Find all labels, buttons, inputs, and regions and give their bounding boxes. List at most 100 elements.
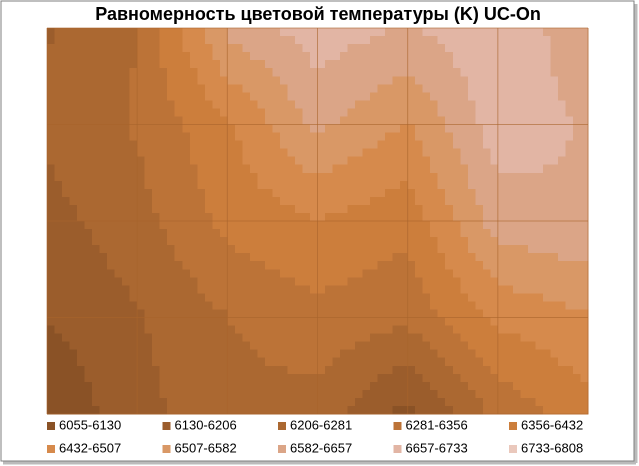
contour-cell: [527, 261, 537, 270]
contour-cell: [302, 180, 311, 190]
contour-cell: [84, 132, 93, 142]
contour-cell: [272, 221, 281, 230]
contour-cell: [400, 68, 409, 77]
contour-cell: [580, 92, 589, 101]
contour-cell: [47, 116, 56, 126]
contour-cell: [77, 60, 86, 69]
contour-cell: [189, 204, 198, 214]
contour-cell: [430, 204, 439, 214]
contour-cell: [302, 196, 311, 206]
contour-cell: [302, 285, 311, 294]
contour-cell: [219, 261, 228, 270]
contour-cell: [189, 68, 198, 77]
contour-cell: [107, 180, 116, 190]
contour-cell: [122, 229, 131, 238]
contour-cell: [84, 68, 93, 77]
contour-cell: [497, 164, 506, 174]
contour-cell: [114, 381, 123, 391]
contour-cell: [174, 405, 183, 415]
contour-cell: [167, 341, 176, 351]
contour-cell: [512, 204, 521, 214]
contour-cell: [572, 365, 582, 375]
contour-cell: [325, 309, 334, 319]
contour-cell: [542, 92, 552, 101]
contour-cell: [332, 357, 341, 367]
contour-cell: [520, 36, 529, 45]
contour-cell: [572, 172, 582, 182]
contour-cell: [182, 285, 191, 294]
contour-cell: [527, 301, 537, 311]
contour-cell: [505, 365, 514, 375]
contour-cell: [182, 132, 191, 142]
contour-cell: [535, 277, 544, 286]
contour-cell: [99, 84, 108, 93]
contour-cell: [69, 261, 78, 270]
contour-cell: [62, 277, 71, 286]
contour-cell: [497, 76, 506, 85]
contour-cell: [572, 68, 582, 77]
contour-cell: [332, 325, 341, 335]
contour-cell: [362, 172, 371, 182]
contour-cell: [392, 293, 401, 303]
contour-cell: [144, 365, 153, 375]
contour-cell: [317, 229, 326, 238]
contour-cell: [249, 84, 258, 93]
contour-cell: [377, 253, 386, 262]
contour-cell: [565, 309, 574, 319]
contour-cell: [167, 309, 176, 319]
contour-cell: [99, 221, 108, 230]
contour-cell: [370, 60, 379, 69]
contour-cell: [377, 188, 386, 198]
contour-cell: [129, 389, 138, 399]
contour-cell: [107, 84, 116, 93]
contour-cell: [264, 124, 274, 134]
contour-cell: [370, 36, 379, 45]
contour-cell: [535, 212, 544, 222]
contour-cell: [302, 156, 311, 166]
contour-cell: [340, 293, 349, 303]
contour-cell: [152, 349, 161, 359]
contour-cell: [219, 341, 228, 351]
contour-cell: [475, 124, 484, 134]
contour-cell: [279, 341, 289, 351]
contour-cell: [129, 172, 138, 182]
contour-cell: [347, 116, 356, 126]
contour-cell: [92, 148, 101, 158]
contour-cell: [512, 28, 521, 37]
contour-cell: [550, 349, 559, 359]
contour-cell: [204, 100, 213, 110]
contour-cell: [340, 237, 349, 246]
contour-cell: [475, 237, 484, 246]
contour-cell: [152, 180, 161, 190]
contour-cell: [182, 108, 191, 118]
contour-cell: [197, 365, 206, 375]
contour-cell: [370, 156, 379, 166]
contour-cell: [167, 36, 176, 45]
contour-cell: [550, 116, 559, 126]
contour-cell: [272, 140, 281, 150]
contour-cell: [114, 52, 123, 61]
contour-cell: [385, 293, 394, 303]
contour-cell: [197, 325, 206, 335]
contour-cell: [92, 349, 101, 359]
contour-cell: [129, 108, 138, 118]
contour-cell: [377, 365, 386, 375]
contour-cell: [99, 397, 108, 407]
contour-cell: [122, 349, 131, 359]
contour-cell: [347, 333, 356, 343]
contour-cell: [279, 84, 289, 93]
contour-cell: [445, 60, 454, 69]
contour-cell: [92, 381, 101, 391]
contour-cell: [385, 68, 394, 77]
contour-cell: [362, 204, 371, 214]
contour-cell: [234, 373, 243, 383]
contour-cell: [182, 124, 191, 134]
contour-cell: [264, 381, 274, 391]
contour-cell: [460, 164, 469, 174]
contour-cell: [287, 253, 296, 262]
contour-cell: [84, 389, 93, 399]
contour-cell: [92, 156, 101, 166]
contour-cell: [242, 76, 251, 85]
contour-cell: [445, 148, 454, 158]
contour-cell: [92, 44, 101, 53]
